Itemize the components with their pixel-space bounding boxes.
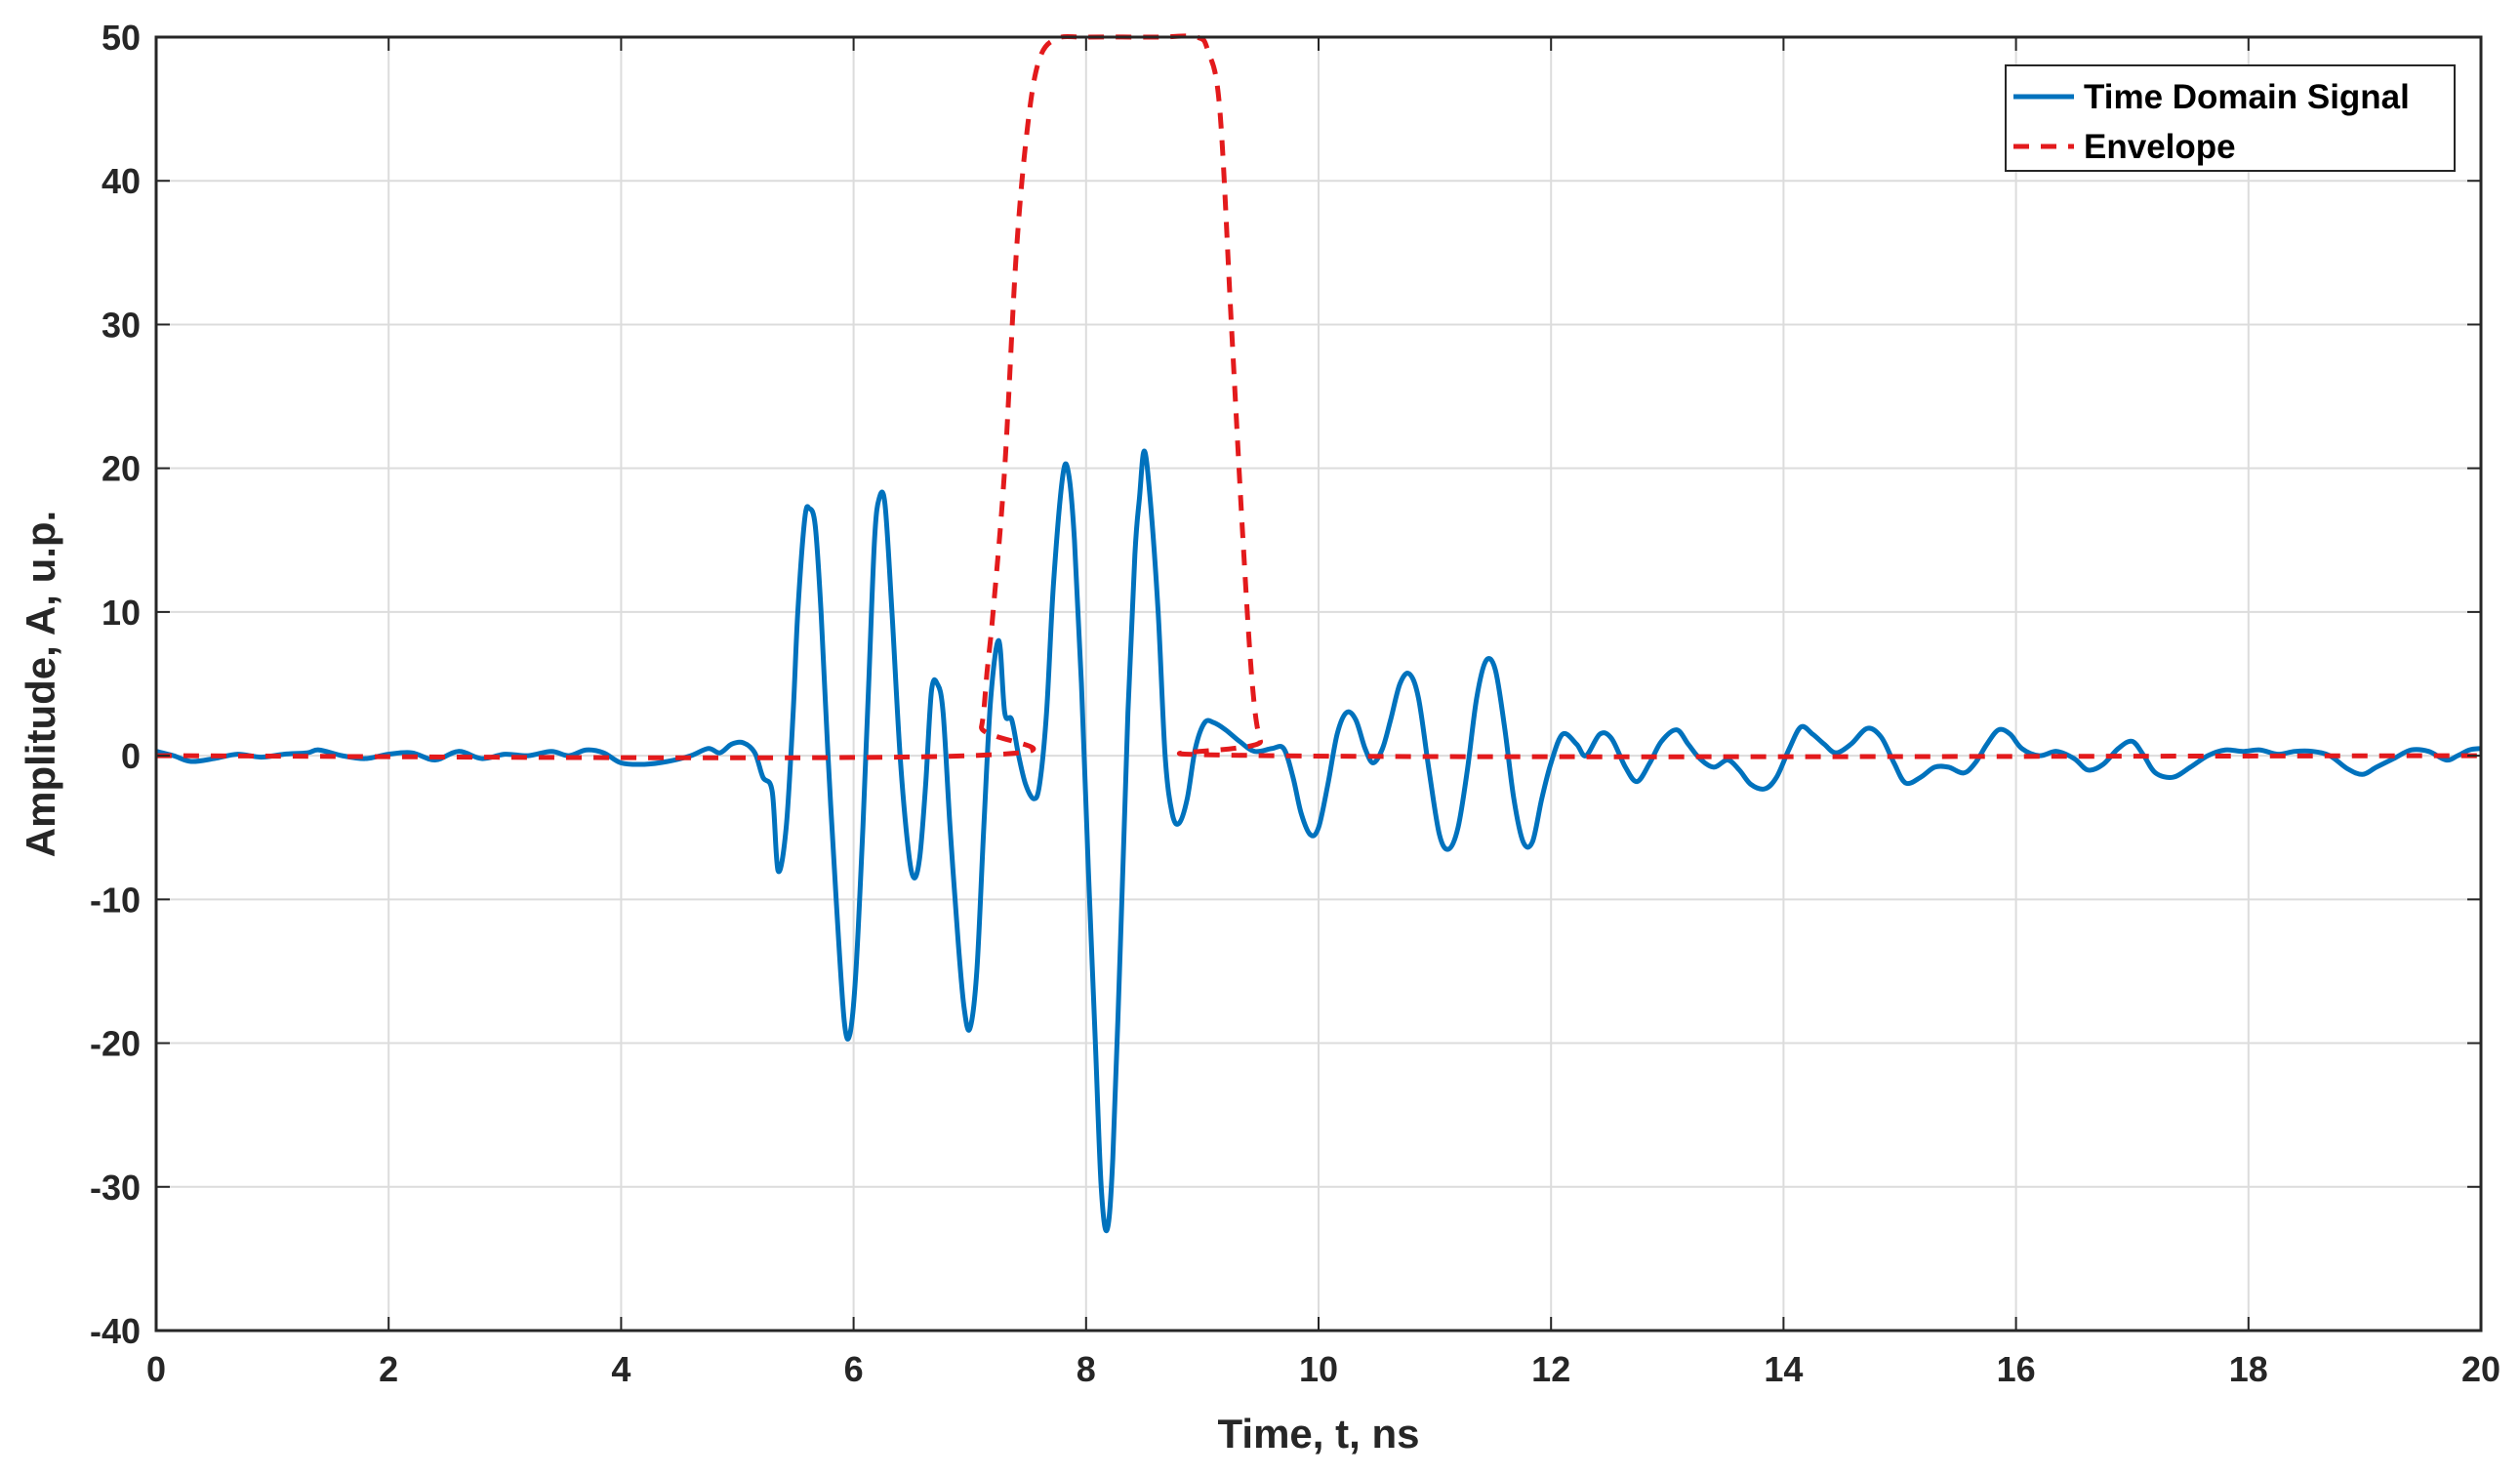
x-tick-label: 12 <box>1531 1349 1570 1389</box>
y-tick-label: -20 <box>90 1024 141 1064</box>
y-tick-label: 20 <box>102 449 141 489</box>
y-tick-label: -30 <box>90 1168 141 1208</box>
series-line-time-domain-signal <box>155 448 2482 1234</box>
legend-label-envelope: Envelope <box>2084 128 2236 166</box>
y-tick-label: 30 <box>102 305 141 345</box>
x-tick-label: 18 <box>2229 1349 2268 1389</box>
y-tick-labels: -40 -30 -20 -10 0 10 20 30 40 50 <box>90 18 141 1351</box>
x-tick-label: 20 <box>2461 1349 2500 1389</box>
x-tick-label: 4 <box>611 1349 630 1389</box>
y-tick-label: 50 <box>102 18 141 58</box>
legend-label-time-domain-signal: Time Domain Signal <box>2084 78 2410 116</box>
x-tick-label: 6 <box>844 1349 864 1389</box>
y-tick-label: 40 <box>102 161 141 201</box>
series-line-envelope <box>155 33 2482 760</box>
x-tick-label: 14 <box>1764 1349 1803 1389</box>
legend-box <box>2005 64 2456 172</box>
tick-marks <box>155 36 2482 1332</box>
x-tick-label: 2 <box>379 1349 398 1389</box>
y-tick-label: -40 <box>90 1311 141 1351</box>
x-tick-label: 10 <box>1299 1349 1338 1389</box>
x-tick-label: 8 <box>1077 1349 1096 1389</box>
x-tick-label: 0 <box>146 1349 166 1389</box>
x-tick-label: 16 <box>1997 1349 2036 1389</box>
plot-area <box>154 33 2483 1333</box>
y-tick-label: -10 <box>90 880 141 920</box>
legend: Time Domain Signal Envelope <box>2005 64 2456 172</box>
x-tick-labels: 0 2 4 6 8 10 12 14 16 18 20 <box>146 1349 2500 1389</box>
y-tick-label: 0 <box>121 736 141 776</box>
y-axis-label: Amplitude, A, u.p. <box>18 511 63 857</box>
x-axis-label: Time, t, ns <box>1218 1411 1420 1456</box>
y-tick-label: 10 <box>102 593 141 633</box>
series-layer <box>155 33 2482 1234</box>
